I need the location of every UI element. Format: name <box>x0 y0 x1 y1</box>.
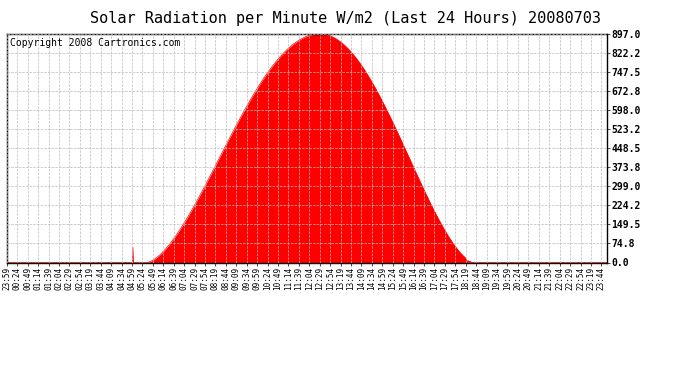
Text: Solar Radiation per Minute W/m2 (Last 24 Hours) 20080703: Solar Radiation per Minute W/m2 (Last 24… <box>90 11 600 26</box>
Text: Copyright 2008 Cartronics.com: Copyright 2008 Cartronics.com <box>10 38 180 48</box>
